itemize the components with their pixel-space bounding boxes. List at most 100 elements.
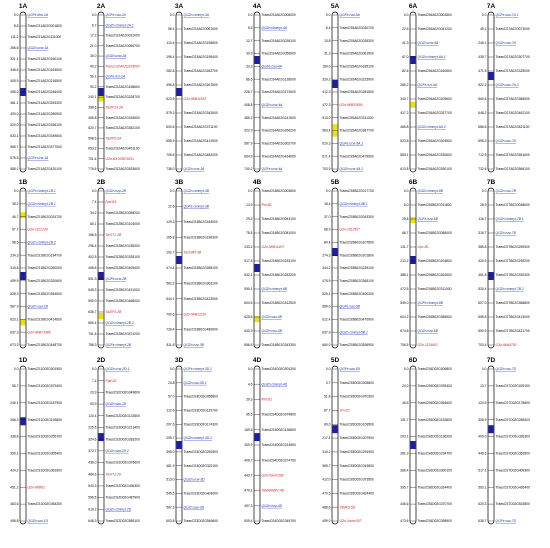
marker-label: TraesCS1B02G024700 [28, 215, 62, 219]
marker-position: 110.4 [166, 41, 174, 45]
marker-label: TraesCS1A02G163500 [28, 68, 62, 72]
marker-label: Vrn-D1 [340, 409, 351, 413]
marker-position: 213.2 [400, 259, 408, 263]
marker-label: TraesCS5A02G061900 [340, 52, 374, 56]
marker-label: TraesCS5D02G207500 [340, 436, 374, 440]
chromosome-6B [409, 187, 417, 349]
marker-position: 196.5 [88, 233, 96, 237]
marker-label: QGZn.cimmyt-1B.1 [28, 202, 56, 206]
marker-position: 385.8 [478, 245, 486, 249]
marker-label: QGZn.hzp-7B [496, 231, 517, 235]
marker-position: 674.6 [400, 329, 408, 333]
marker-label: QGZn.ucw-3A [184, 167, 206, 171]
marker-position: 700.6 [166, 312, 174, 316]
marker-label: QGFe.cimmyt-3B [184, 205, 210, 209]
marker-position: 0.0 [92, 367, 97, 371]
marker-label: TraesCS2D02G436300 [106, 484, 140, 488]
marker-position: 111.2 [11, 35, 19, 39]
marker-label: GZn-IWB62 [28, 485, 46, 489]
marker-position: 610.3 [322, 141, 330, 145]
marker-label: TaYIT1-2D [106, 472, 122, 476]
marker-position: 701.4 [88, 157, 96, 161]
marker-label: TraesCS6B02G386500 [418, 315, 452, 319]
marker-label: TraesCS1B02G260000 [28, 266, 62, 270]
marker-label: TraesCS7A02G073000 [496, 27, 530, 31]
marker-label: TraesCS3D02G549600 [184, 519, 218, 523]
marker-label: TraesCS1B02G354500 [28, 292, 62, 296]
marker-label: TaNAS-5D [340, 505, 356, 509]
marker-label: TraesCS7D02G409300 [496, 468, 530, 472]
marker-position: 690.9 [478, 329, 486, 333]
marker-label: QGZn.cimmyt-4B [262, 287, 288, 291]
marker-label: TaYIT1-2B [106, 233, 122, 237]
marker-position: 455.0 [10, 90, 18, 94]
marker-position: 590.1 [244, 287, 252, 291]
marker-label: QGZn.cimmyt-3B [184, 189, 210, 193]
chromosome-title-3D: 3D [175, 357, 184, 364]
marker-label: TraesCS2A02G228700 [106, 95, 140, 99]
marker-position: 86.6 [246, 77, 253, 81]
marker-label: TraesCS4D02G001200 [262, 367, 296, 371]
marker-label: TraesCS2A02G451100 [106, 147, 140, 151]
marker-position: 549.0 [400, 301, 408, 305]
marker-label: TraesCS6D02G398900 [418, 519, 452, 523]
marker-position: 408.8 [244, 103, 252, 107]
marker-label: TraesCS5A02G030700 [340, 26, 374, 30]
centromere-4A [254, 56, 260, 64]
marker-position: 346.6 [10, 68, 18, 72]
marker-label: TraesCS5B02G400300 [340, 292, 374, 296]
highlight-band-5A-0 [332, 124, 338, 131]
marker-label: Rht-B1 [262, 203, 272, 207]
marker-label: TaCNR5-3B [184, 251, 202, 255]
marker-position: 671.4 [322, 154, 330, 158]
marker-position: 730.4 [166, 328, 174, 332]
centromere-6A [410, 56, 416, 64]
chromosome-title-7D: 7D [487, 357, 496, 364]
marker-label: TraesCS4B02G233100 [262, 259, 296, 263]
marker-label: QGFe.sau-5D [340, 367, 361, 371]
marker-position: 525.1 [322, 292, 330, 296]
marker-position: 470.5 [322, 491, 330, 495]
marker-label: QGZn.cimmyt-6A.1 [418, 55, 446, 59]
marker-label: TraesCS3B02G164000 [184, 220, 218, 224]
marker-position: 0.0 [248, 13, 253, 17]
marker-label: TraesCS6A02G257700 [418, 111, 452, 115]
marker-position: 299.7 [166, 436, 174, 440]
marker-label: TaZIP13-2A [106, 106, 124, 110]
marker-label: GZn-IWB71988 [28, 330, 51, 334]
marker-position: 25.8 [402, 217, 409, 221]
marker-position: 786.3 [88, 343, 96, 347]
marker-position: 46.7 [12, 215, 19, 219]
marker-position: 412.3 [322, 90, 330, 94]
marker-label: GZn-IWB53656 [340, 103, 363, 107]
marker-label: TraesCS4B02G043100 [262, 217, 296, 221]
marker-label: QGFe.ucw-4A [262, 167, 284, 171]
marker-position: 560.6 [478, 97, 486, 101]
marker-label: TraesCS4A02G266200 [262, 129, 296, 133]
marker-label: TraesCS3A02G156800 [184, 41, 218, 45]
marker-label: TraesCS5D02G319600 [340, 464, 374, 468]
marker-position: 673.3 [10, 343, 18, 347]
centromere-3D [176, 441, 182, 449]
marker-position: 131.7 [400, 245, 408, 249]
marker-position: 29.3 [246, 398, 253, 402]
marker-label: TraesCS4B02G003600 [262, 189, 296, 193]
marker-label: TraesCS3D02G174300 [184, 422, 218, 426]
marker-position: 203.1 [400, 435, 408, 439]
marker-position: 80.1 [90, 222, 97, 226]
marker-position: 46.5 [402, 401, 409, 405]
marker-label: QGZn.cimmyt-5B.2 [340, 330, 368, 334]
marker-label: QGZn.cimmyt-3D.2 [184, 436, 213, 440]
marker-label: TraesCS6D02G234700 [418, 452, 452, 456]
centromere-3B [176, 256, 182, 264]
marker-label: TraesCS4B02G312500 [262, 301, 296, 305]
marker-position: 78.5 [246, 231, 253, 235]
marker-position: 486.6 [322, 505, 330, 509]
marker-label: TraesCS4D02G135600 [262, 428, 296, 432]
marker-label: TraesCS4D02G214600 [262, 443, 296, 447]
marker-label: TraesCS7A02G462100 [496, 111, 530, 115]
marker-position: 0.0 [170, 13, 175, 17]
marker-label: TraesCS5B02G239100 [340, 266, 374, 270]
marker-position: 51.8 [324, 395, 331, 399]
chromosome-1D [19, 365, 27, 525]
